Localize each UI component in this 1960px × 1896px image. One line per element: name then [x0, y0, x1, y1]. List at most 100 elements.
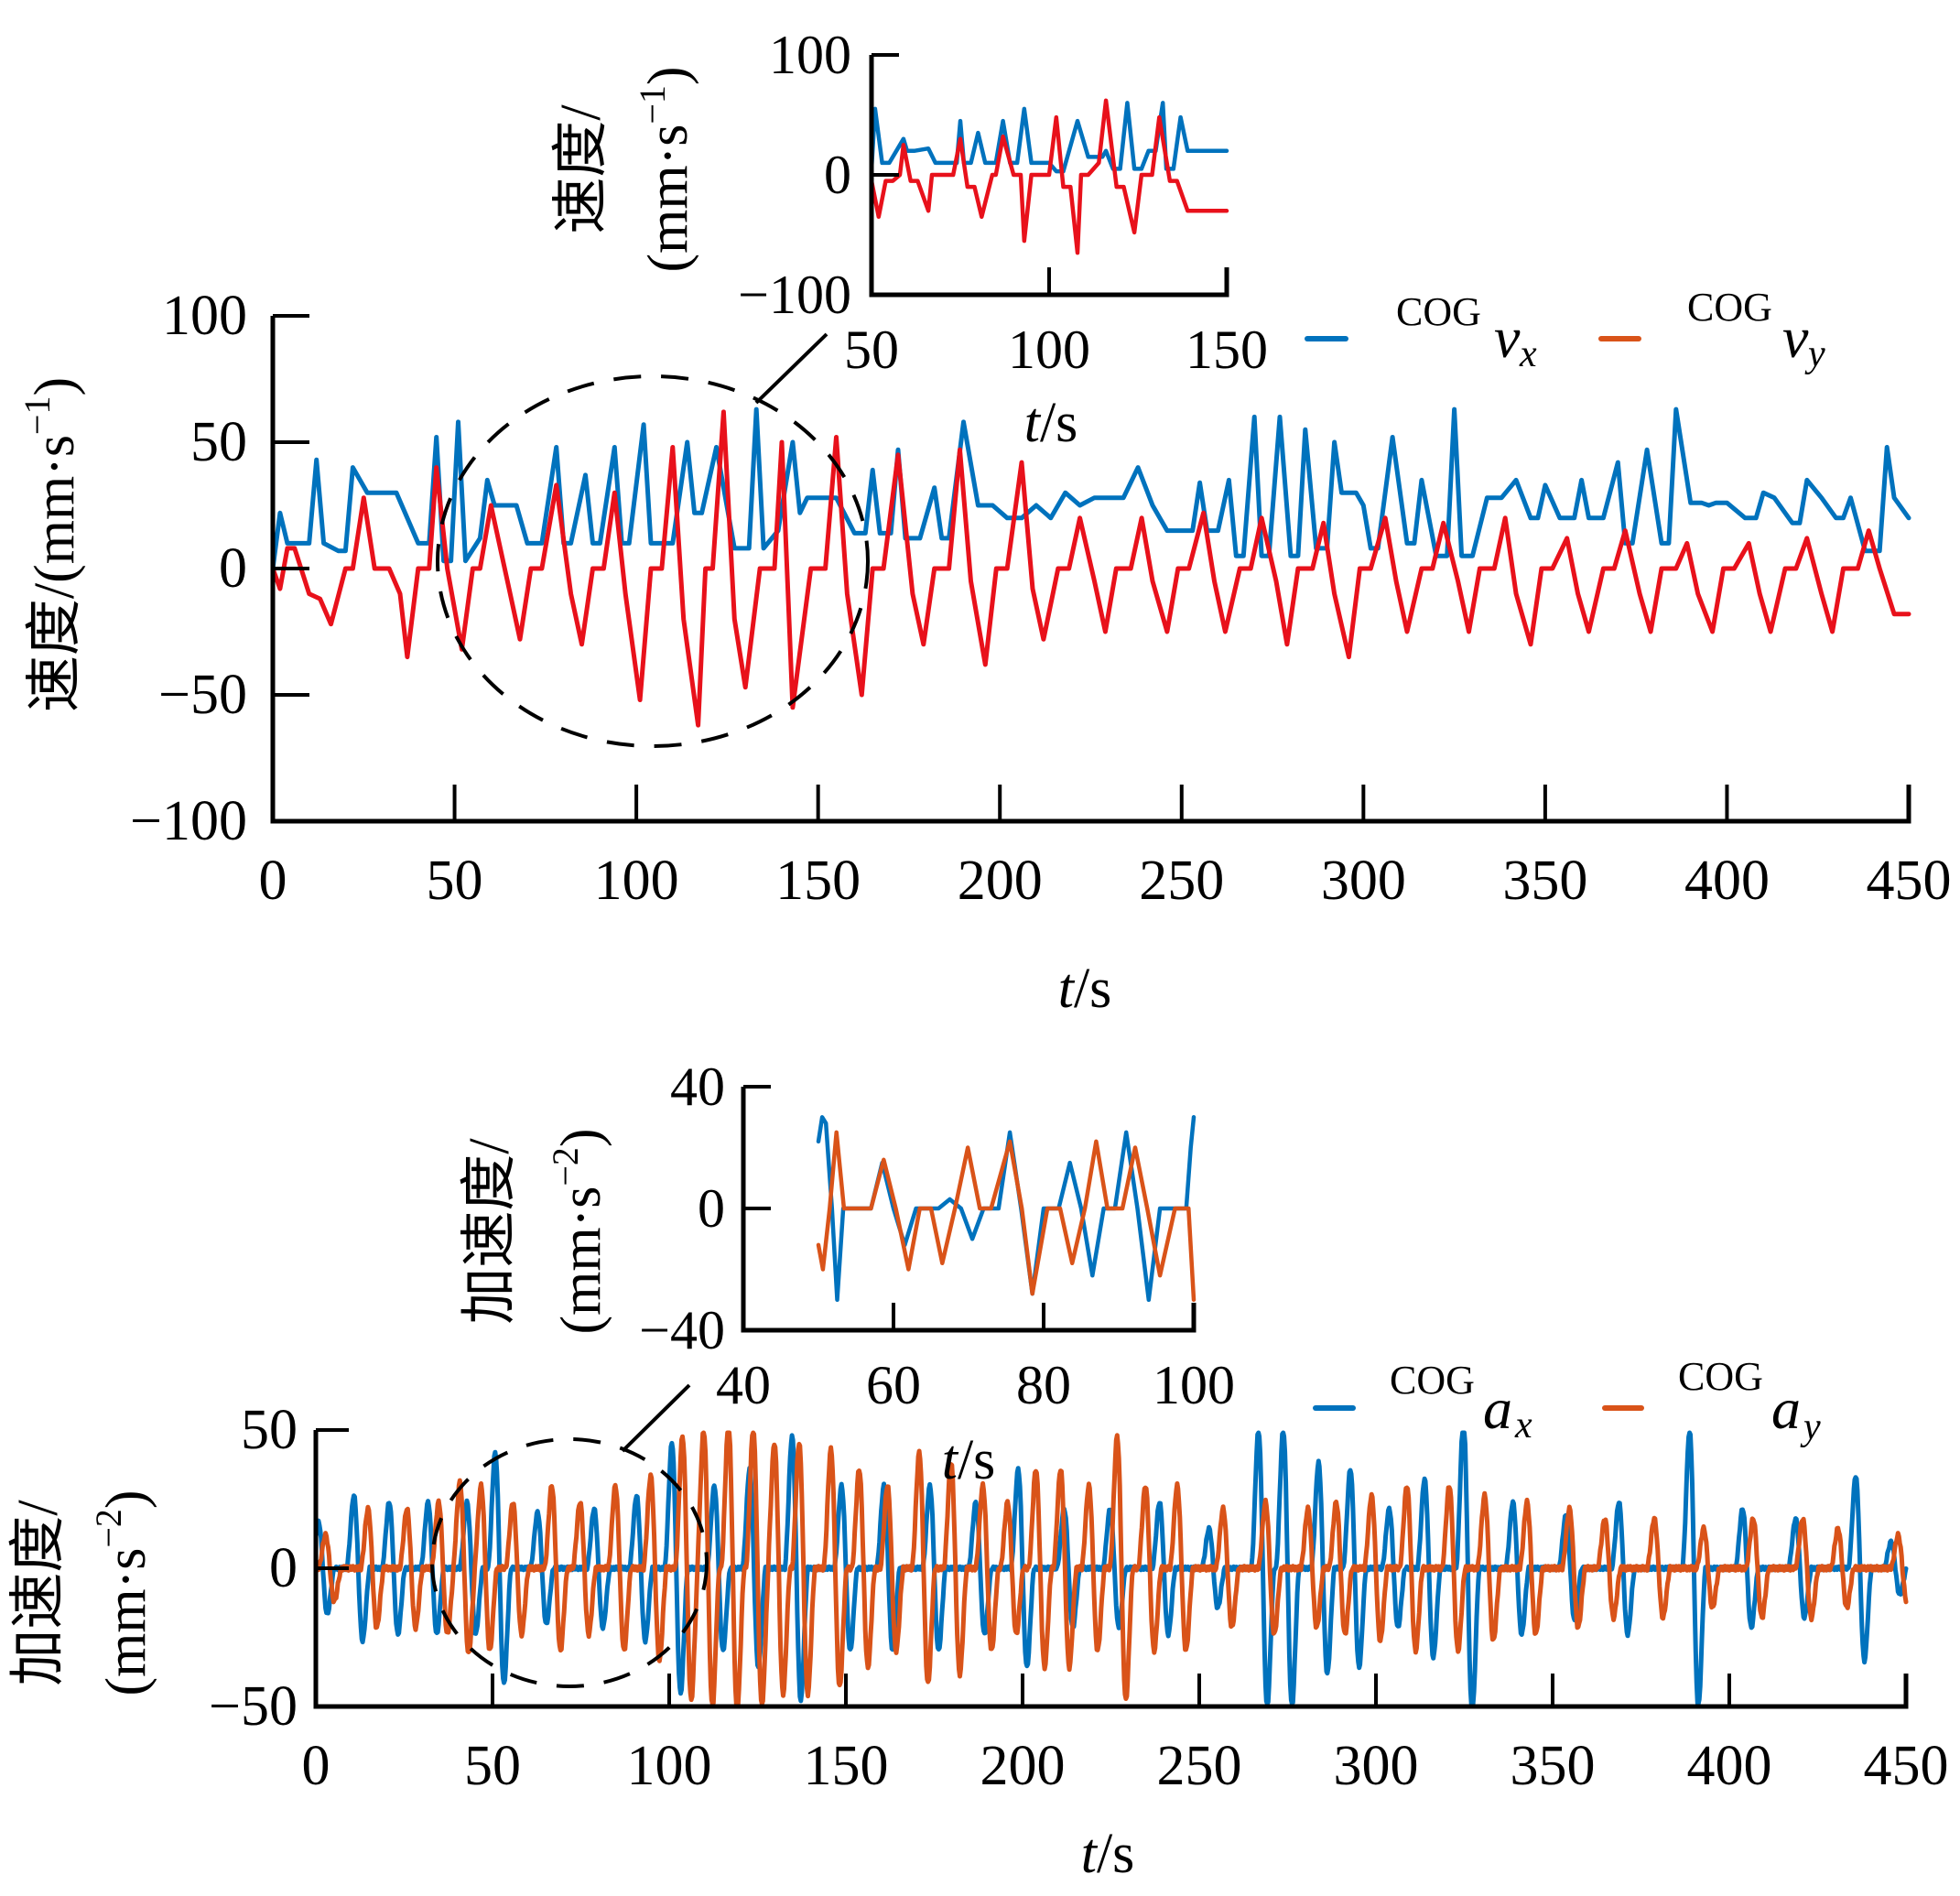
- y-tick-label: −100: [130, 790, 247, 852]
- y-tick-label: 100: [769, 25, 851, 85]
- x-tick-label: 400: [1684, 850, 1770, 912]
- x-tick-label: 40: [716, 1355, 771, 1415]
- y-tick-label: 100: [162, 285, 247, 347]
- acceleration-inset-x-ticks: 40 60 80 100: [716, 1303, 1235, 1415]
- x-tick-label: 0: [302, 1735, 330, 1797]
- x-tick-label: 350: [1502, 850, 1587, 912]
- velocity-y-label-close: ): [24, 377, 86, 396]
- acceleration-series-group: [313, 1430, 1909, 1706]
- acceleration-inset-series-group: [816, 1115, 1197, 1303]
- x-tick-label: 50: [844, 320, 899, 380]
- series-line-cog-a-y: [313, 1430, 1909, 1706]
- series-line-cog-a-y: [816, 1130, 1197, 1303]
- acceleration-y-label-cn: 加速度/: [7, 1500, 70, 1686]
- velocity-inset-y-label-cn: 速度/: [550, 104, 612, 234]
- acceleration-inset-x-label: t/s: [942, 1429, 996, 1491]
- svg-text:加速度/: 加速度/: [459, 1138, 521, 1325]
- series-line-cog-v-y: [869, 98, 1229, 255]
- acceleration-y-unit: (mm·s−2): [88, 1490, 157, 1696]
- velocity-inset-y-label: 速度/: [550, 104, 612, 234]
- velocity-inset-series-group: [869, 98, 1229, 255]
- legend-ay-main: a: [1771, 1376, 1801, 1441]
- x-tick-label: 100: [1153, 1355, 1235, 1415]
- x-tick-label: 50: [427, 850, 483, 912]
- y-tick-label: −50: [158, 664, 247, 726]
- legend-ay-sup: COG: [1678, 1354, 1763, 1399]
- acceleration-y-ticks: −50 0 50: [209, 1399, 349, 1738]
- x-tick-label: 300: [1321, 850, 1406, 912]
- x-tick-label: 100: [594, 850, 679, 912]
- velocity-zoom-leader: [754, 332, 828, 405]
- acceleration-y-label: 加速度/: [7, 1500, 70, 1686]
- x-tick-label: 450: [1864, 1735, 1949, 1797]
- acceleration-inset-y-ticks: −40 0 40: [639, 1056, 771, 1360]
- x-tick-label: 200: [958, 850, 1043, 912]
- x-tick-label: 50: [464, 1735, 521, 1797]
- velocity-main-chart: 0 50 100 150 200 250 300 350 400 450 −100 −50 0 50 10…: [16, 285, 1952, 1020]
- x-tick-label: 150: [1186, 320, 1268, 380]
- velocity-series-group: [270, 406, 1911, 728]
- velocity-inset-y-ticks: −100 0 100: [738, 25, 899, 325]
- svg-text:(mm·s−2): (mm·s−2): [88, 1490, 157, 1696]
- x-tick-label: 60: [866, 1355, 921, 1415]
- acceleration-inset-background: [743, 1080, 1201, 1337]
- series-line-cog-v-x: [270, 406, 1911, 571]
- velocity-y-label-unit: (mm·s: [24, 435, 86, 583]
- legend-ax-main: a: [1483, 1376, 1512, 1441]
- svg-text:(mm·s−1): (mm·s−1): [632, 66, 699, 272]
- y-tick-label: 0: [698, 1178, 725, 1239]
- y-tick-label: 50: [241, 1399, 298, 1461]
- legend-vx-sup: COG: [1396, 289, 1481, 334]
- velocity-inset-x-ticks: 50 100 150: [844, 267, 1268, 380]
- y-tick-label: 40: [670, 1056, 725, 1117]
- x-tick-label: 300: [1334, 1735, 1419, 1797]
- y-tick-label: −50: [209, 1675, 298, 1738]
- velocity-x-ticks: 0 50 100 150 200 250 300 350 400 450: [259, 785, 1952, 912]
- legend-vx-sub: x: [1519, 333, 1537, 375]
- velocity-y-label-exp: −1: [16, 395, 58, 435]
- velocity-inset-y-unit: (mm·s−1): [632, 66, 699, 272]
- svg-text:(mm·s−2): (mm·s−2): [545, 1128, 612, 1334]
- x-tick-label: 0: [259, 850, 287, 912]
- y-tick-label: 0: [269, 1537, 298, 1599]
- x-tick-label: 100: [1008, 320, 1090, 380]
- y-tick-label: −40: [639, 1300, 725, 1360]
- acceleration-inset-chart: 40 60 80 100 −40 0 40 加速度/ (mm·s−2) t/s: [459, 1056, 1235, 1491]
- acceleration-legend: COG a x COG a y: [1313, 1354, 1821, 1448]
- x-tick-label: 150: [804, 1735, 889, 1797]
- legend-vy-main: v: [1782, 305, 1809, 370]
- legend-ay-sub: y: [1800, 1406, 1821, 1448]
- svg-text:速度/(mm·s−1): 速度/(mm·s−1): [16, 377, 86, 712]
- acceleration-x-label: t/s: [1081, 1823, 1135, 1885]
- x-tick-label: 150: [775, 850, 861, 912]
- velocity-zoom-ellipse: [436, 374, 870, 748]
- velocity-y-label: 速度/(mm·s−1): [16, 377, 86, 712]
- y-tick-label: 0: [824, 145, 851, 205]
- legend-ax-sup: COG: [1390, 1358, 1475, 1403]
- velocity-y-ticks: −100 −50 0 50 100: [130, 285, 309, 852]
- y-tick-label: 0: [219, 537, 247, 600]
- velocity-inset-x-label: t/s: [1024, 392, 1078, 454]
- legend-vy-sup: COG: [1687, 285, 1772, 330]
- x-tick-label: 250: [1157, 1735, 1242, 1797]
- x-tick-label: 400: [1687, 1735, 1772, 1797]
- velocity-x-label: t/s: [1058, 958, 1112, 1020]
- x-tick-label: 100: [627, 1735, 712, 1797]
- acceleration-zoom-leader: [621, 1383, 691, 1453]
- velocity-inset-chart: 50 100 150 −100 0 100 速度/ (mm·s−1) t/s: [550, 25, 1268, 454]
- x-tick-label: 80: [1016, 1355, 1071, 1415]
- velocity-y-label-cn: 速度/: [24, 582, 86, 712]
- x-tick-label: 350: [1511, 1735, 1596, 1797]
- x-tick-label: 200: [980, 1735, 1066, 1797]
- legend-vy-sub: y: [1804, 333, 1825, 375]
- acceleration-inset-y-label: 加速度/: [459, 1138, 521, 1325]
- legend-ax-sub: x: [1514, 1404, 1532, 1446]
- acceleration-inset-y-unit: (mm·s−2): [545, 1128, 612, 1334]
- y-tick-label: −100: [738, 265, 851, 325]
- y-tick-label: 50: [190, 411, 247, 473]
- x-tick-label: 450: [1867, 850, 1952, 912]
- x-tick-label: 250: [1139, 850, 1224, 912]
- legend-vx-main: v: [1494, 305, 1521, 370]
